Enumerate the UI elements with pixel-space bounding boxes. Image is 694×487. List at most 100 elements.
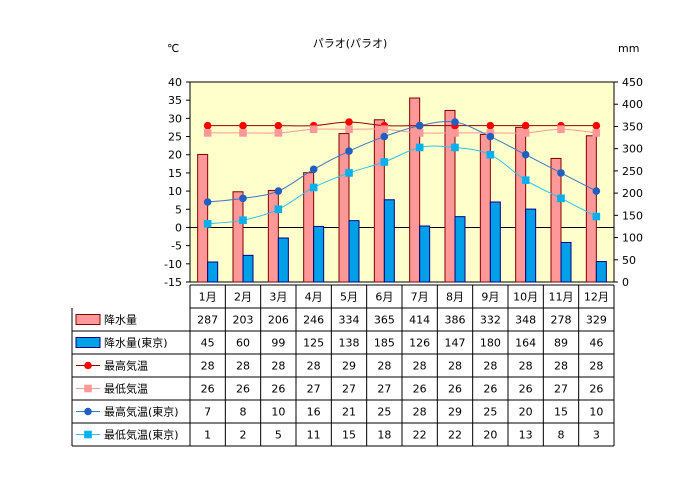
- point: [345, 118, 353, 126]
- point: [274, 205, 283, 214]
- right-tick-label: 0: [622, 276, 629, 289]
- bar: [525, 208, 537, 283]
- data-label: 99: [271, 337, 285, 350]
- bar: [409, 97, 421, 283]
- data-label: 180: [480, 337, 501, 350]
- left-axis-unit: ℃: [167, 42, 179, 55]
- point: [274, 187, 283, 195]
- legend-label: 最高気温: [104, 359, 148, 373]
- bar-layer: [197, 97, 607, 283]
- right-tick-label: 200: [622, 187, 643, 200]
- bar: [444, 109, 456, 283]
- point: [415, 143, 424, 152]
- point: [415, 129, 424, 137]
- data-label: 89: [554, 337, 568, 350]
- point: [345, 125, 353, 134]
- data-label: 22: [413, 429, 427, 442]
- legend-key: [84, 430, 92, 439]
- point: [415, 121, 424, 130]
- data-label: 28: [483, 360, 497, 373]
- x-tick-label: 1月: [199, 291, 217, 304]
- x-tick-label: 11月: [549, 291, 574, 304]
- point: [592, 129, 601, 137]
- point: [486, 150, 495, 159]
- left-tick-label: 20: [168, 149, 182, 162]
- point: [345, 169, 353, 177]
- x-tick-label: 8月: [446, 291, 464, 304]
- legend-key: [84, 407, 92, 416]
- point: [380, 125, 389, 134]
- bar: [207, 261, 219, 283]
- left-tick-label: 5: [175, 203, 182, 216]
- point: [239, 216, 247, 224]
- data-label: 28: [413, 406, 427, 419]
- data-label: 26: [589, 383, 603, 396]
- point: [521, 121, 530, 130]
- data-label: 138: [339, 337, 360, 350]
- data-label: 27: [307, 383, 321, 396]
- data-label: 16: [307, 406, 321, 419]
- left-tick-label: 30: [168, 112, 182, 125]
- data-label: 206: [268, 314, 289, 327]
- bar: [232, 191, 244, 283]
- legend-label: 降水量(東京): [104, 336, 168, 350]
- left-tick-label: -5: [171, 240, 182, 253]
- data-label: 27: [377, 383, 391, 396]
- point: [309, 125, 318, 134]
- data-label: 278: [551, 314, 572, 327]
- right-tick-label: 50: [622, 254, 636, 267]
- data-label: 8: [558, 429, 565, 442]
- data-label: 20: [519, 406, 533, 419]
- data-label: 28: [413, 360, 427, 373]
- point: [203, 129, 212, 137]
- data-label: 332: [480, 314, 501, 327]
- data-label: 414: [409, 314, 430, 327]
- x-tick-label: 4月: [305, 291, 323, 304]
- data-label: 15: [342, 429, 356, 442]
- x-tick-label: 10月: [513, 291, 538, 304]
- bar: [348, 220, 360, 283]
- left-tick-label: -10: [164, 258, 182, 271]
- point: [380, 132, 389, 141]
- right-tick-label: 150: [622, 209, 643, 222]
- data-label: 164: [515, 337, 536, 350]
- data-label: 25: [377, 406, 391, 419]
- right-tick-label: 400: [622, 98, 643, 111]
- bar: [373, 119, 385, 283]
- data-label: 334: [339, 314, 360, 327]
- point: [486, 121, 495, 130]
- point: [557, 194, 565, 203]
- point: [274, 129, 283, 137]
- bar: [515, 126, 527, 283]
- data-label: 45: [201, 337, 215, 350]
- point: [203, 198, 212, 206]
- data-label: 28: [448, 360, 462, 373]
- bar: [595, 261, 607, 283]
- x-tick-label: 2月: [234, 291, 252, 304]
- data-label: 203: [233, 314, 254, 327]
- right-tick-label: 250: [622, 165, 643, 178]
- line-layer: [203, 118, 601, 228]
- x-tick-label: 6月: [375, 291, 393, 304]
- data-label: 26: [519, 383, 533, 396]
- right-tick-label: 450: [622, 76, 643, 89]
- left-axis: -15 -10 -5 0 5 10 15 20 25 30 35 40: [164, 76, 190, 289]
- right-tick-label: 300: [622, 143, 643, 156]
- data-label: 2: [240, 429, 247, 442]
- right-axis-unit: mm: [618, 42, 639, 55]
- legend-label: 降水量: [104, 313, 137, 327]
- bar: [383, 199, 395, 283]
- data-label: 329: [586, 314, 607, 327]
- data-label: 126: [409, 337, 430, 350]
- point: [592, 121, 601, 130]
- left-tick-label: 25: [168, 131, 182, 144]
- plot-area: [189, 81, 615, 283]
- point: [486, 132, 495, 141]
- data-label: 28: [307, 360, 321, 373]
- legend-key: [84, 361, 92, 370]
- data-label: 28: [236, 360, 250, 373]
- point: [451, 129, 459, 137]
- data-label: 29: [448, 406, 462, 419]
